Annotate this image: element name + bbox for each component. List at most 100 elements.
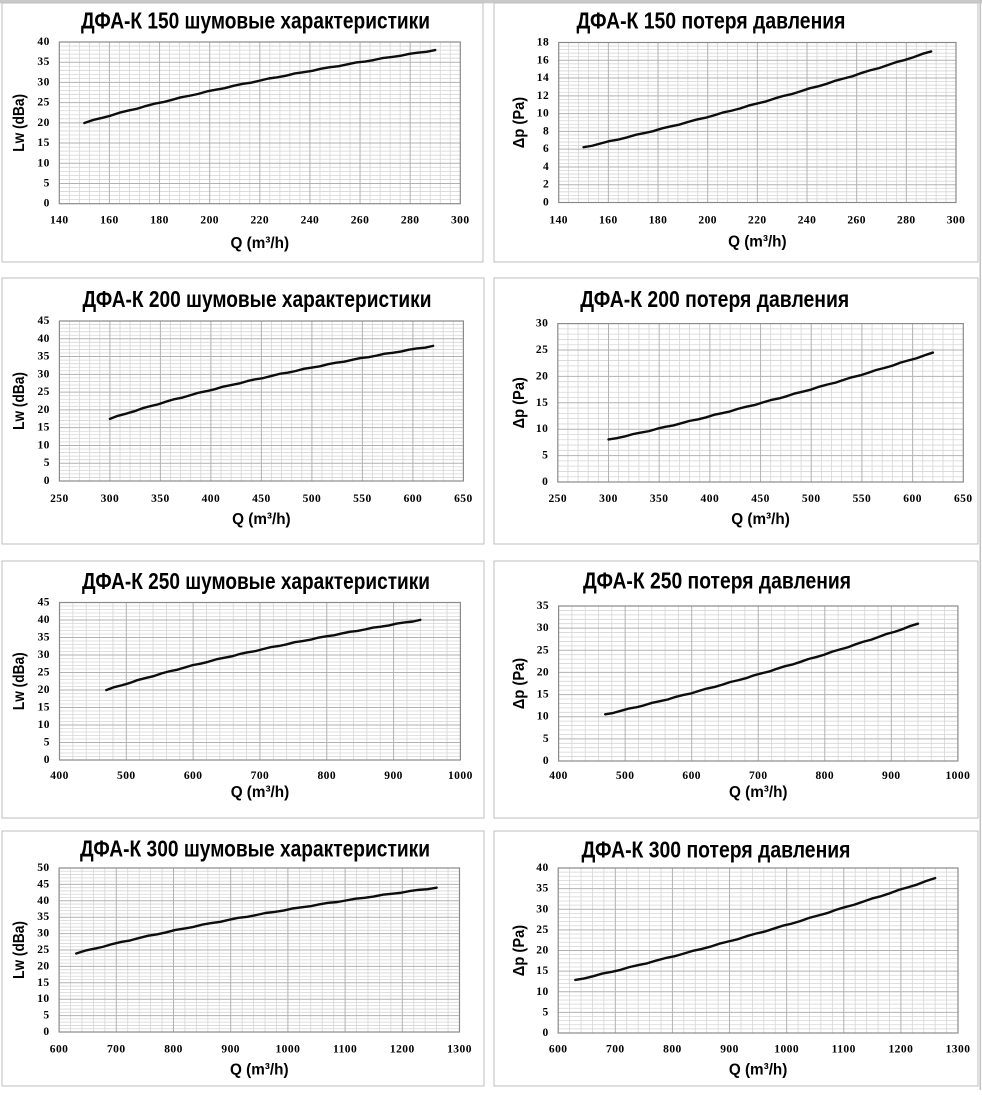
svg-text:25: 25 <box>536 344 548 356</box>
svg-text:10: 10 <box>37 157 49 169</box>
svg-text:900: 900 <box>720 1044 739 1056</box>
svg-text:30: 30 <box>536 318 548 330</box>
svg-text:40: 40 <box>37 895 49 907</box>
svg-text:Δp (Pa): Δp (Pa) <box>511 925 528 976</box>
svg-text:500: 500 <box>303 493 322 505</box>
svg-text:5: 5 <box>44 457 50 469</box>
svg-text:900: 900 <box>882 770 901 782</box>
svg-text:240: 240 <box>301 215 320 227</box>
svg-text:30: 30 <box>536 903 548 915</box>
svg-text:5: 5 <box>43 1010 49 1022</box>
svg-text:600: 600 <box>903 493 922 505</box>
svg-text:1300: 1300 <box>447 1044 472 1056</box>
svg-text:0: 0 <box>44 198 50 210</box>
svg-text:1300: 1300 <box>946 1044 971 1056</box>
svg-text:ДФА-К 200 шумовые характеристи: ДФА-К 200 шумовые характеристики <box>83 286 432 312</box>
svg-text:20: 20 <box>536 945 548 957</box>
svg-text:Lw (dBa): Lw (dBa) <box>11 94 28 152</box>
svg-text:600: 600 <box>404 493 423 505</box>
svg-text:20: 20 <box>537 666 549 678</box>
svg-text:1000: 1000 <box>945 770 970 782</box>
svg-text:280: 280 <box>897 215 916 227</box>
svg-text:160: 160 <box>100 215 119 227</box>
svg-text:2: 2 <box>543 179 549 191</box>
svg-text:0: 0 <box>43 1026 49 1038</box>
svg-text:15: 15 <box>537 689 549 701</box>
svg-text:550: 550 <box>853 493 872 505</box>
svg-text:30: 30 <box>38 649 50 661</box>
svg-text:800: 800 <box>164 1044 183 1056</box>
svg-text:300: 300 <box>599 493 618 505</box>
svg-text:350: 350 <box>151 493 170 505</box>
svg-text:15: 15 <box>38 702 50 714</box>
svg-text:10: 10 <box>38 719 50 731</box>
svg-text:20: 20 <box>38 684 50 696</box>
svg-text:0: 0 <box>44 754 50 766</box>
svg-text:450: 450 <box>751 493 770 505</box>
svg-text:140: 140 <box>549 215 568 227</box>
svg-text:550: 550 <box>353 493 372 505</box>
svg-text:800: 800 <box>317 770 336 782</box>
svg-text:260: 260 <box>351 215 370 227</box>
svg-text:700: 700 <box>606 1044 625 1056</box>
svg-text:200: 200 <box>698 215 717 227</box>
svg-text:Q (m³/h): Q (m³/h) <box>232 511 291 528</box>
svg-text:700: 700 <box>749 770 768 782</box>
svg-text:30: 30 <box>37 928 49 940</box>
svg-text:ДФА-К 200 потеря давления: ДФА-К 200 потеря давления <box>580 286 849 312</box>
svg-text:ДФА-К 250 шумовые характеристи: ДФА-К 250 шумовые характеристики <box>82 568 430 594</box>
svg-text:400: 400 <box>701 493 720 505</box>
svg-text:16: 16 <box>537 54 549 66</box>
svg-text:220: 220 <box>250 215 269 227</box>
svg-text:400: 400 <box>202 493 221 505</box>
svg-text:650: 650 <box>954 493 973 505</box>
svg-text:15: 15 <box>536 397 548 409</box>
svg-text:40: 40 <box>37 36 49 48</box>
svg-text:Lw (dBa): Lw (dBa) <box>11 372 28 430</box>
svg-text:1100: 1100 <box>333 1044 357 1056</box>
svg-text:15: 15 <box>37 422 49 434</box>
svg-text:5: 5 <box>44 177 50 189</box>
svg-text:350: 350 <box>650 493 669 505</box>
svg-text:25: 25 <box>536 924 548 936</box>
svg-text:25: 25 <box>37 944 49 956</box>
svg-text:400: 400 <box>50 770 69 782</box>
svg-text:700: 700 <box>107 1044 126 1056</box>
svg-text:5: 5 <box>542 450 548 462</box>
svg-text:30: 30 <box>37 76 49 88</box>
svg-text:Lw (dBa): Lw (dBa) <box>11 921 28 979</box>
svg-text:40: 40 <box>536 862 548 874</box>
svg-text:35: 35 <box>37 56 49 68</box>
svg-text:Q (m³/h): Q (m³/h) <box>729 784 788 801</box>
svg-text:35: 35 <box>537 600 549 612</box>
svg-text:300: 300 <box>101 493 120 505</box>
svg-text:8: 8 <box>543 125 549 137</box>
svg-text:5: 5 <box>542 1006 548 1018</box>
svg-text:14: 14 <box>537 72 549 84</box>
svg-text:ДФА-К 300 шумовые характеристи: ДФА-К 300 шумовые характеристики <box>80 835 430 861</box>
svg-text:160: 160 <box>599 215 618 227</box>
svg-text:45: 45 <box>37 878 49 890</box>
svg-text:250: 250 <box>548 493 567 505</box>
svg-text:Q (m³/h): Q (m³/h) <box>231 784 290 801</box>
svg-text:400: 400 <box>549 770 568 782</box>
svg-text:Q (m³/h): Q (m³/h) <box>231 235 290 252</box>
svg-text:30: 30 <box>537 622 549 634</box>
svg-text:1200: 1200 <box>888 1044 913 1056</box>
svg-text:20: 20 <box>37 404 49 416</box>
svg-text:300: 300 <box>451 215 470 227</box>
svg-text:45: 45 <box>38 597 50 609</box>
svg-text:25: 25 <box>37 386 49 398</box>
svg-text:1000: 1000 <box>275 1044 300 1056</box>
svg-text:260: 260 <box>847 215 866 227</box>
svg-text:Q (m³/h): Q (m³/h) <box>731 511 790 528</box>
svg-text:Δp (Pa): Δp (Pa) <box>511 377 528 428</box>
svg-text:0: 0 <box>543 755 549 767</box>
svg-text:500: 500 <box>117 770 136 782</box>
svg-text:800: 800 <box>815 770 834 782</box>
svg-text:15: 15 <box>37 977 49 989</box>
svg-text:Δp (Pa): Δp (Pa) <box>511 97 528 148</box>
svg-text:15: 15 <box>37 137 49 149</box>
svg-text:450: 450 <box>252 493 271 505</box>
svg-text:10: 10 <box>536 423 548 435</box>
